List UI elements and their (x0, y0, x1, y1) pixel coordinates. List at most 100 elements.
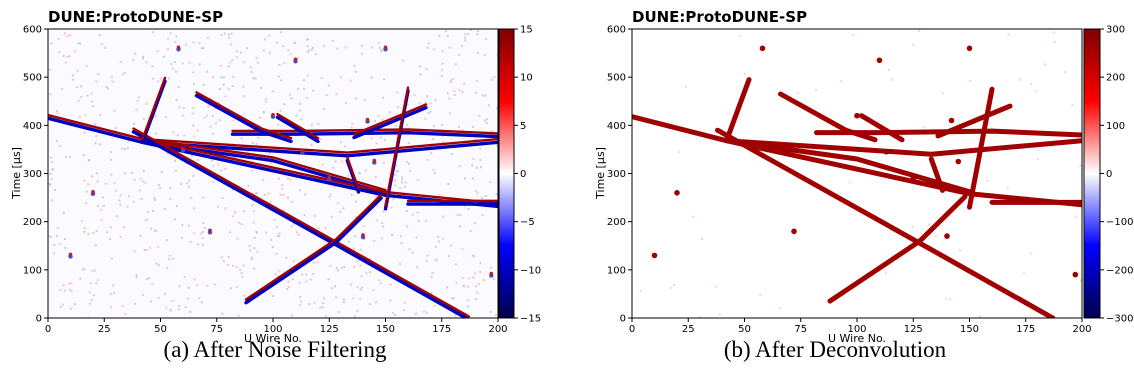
colorbar-tick-label: 15 (520, 25, 533, 36)
x-axis-label: U Wire No. (244, 332, 302, 345)
noise-speck (110, 173, 113, 176)
noise-speck (474, 272, 476, 275)
noise-speck (220, 169, 223, 172)
noise-speck (144, 219, 147, 222)
noise-speck (479, 159, 482, 161)
noise-speck (104, 182, 107, 185)
noise-speck (142, 170, 145, 173)
noise-speck (327, 84, 330, 87)
x-tick-label: 50 (154, 324, 167, 335)
noise-speck (254, 77, 257, 80)
noise-speck (354, 315, 356, 318)
chart-title: DUNE:ProtoDUNE-SP (48, 8, 223, 26)
x-tick-label: 50 (738, 324, 751, 335)
noise-speck (344, 46, 347, 49)
noise-speck (425, 311, 428, 314)
noise-speck (353, 64, 356, 67)
noise-speck (192, 41, 195, 44)
noise-speck (219, 65, 222, 68)
noise-speck (187, 297, 190, 300)
y-tick-label: 300 (23, 169, 42, 180)
noise-speck (274, 273, 277, 276)
noise-speck (295, 231, 298, 234)
blob (764, 146, 770, 153)
noise-speck (471, 164, 474, 167)
noise-speck (173, 218, 176, 221)
noise-speck (382, 162, 385, 164)
noise-speck (175, 99, 178, 101)
noise-speck (382, 210, 385, 213)
noise-speck (323, 108, 325, 111)
noise-speck (137, 96, 140, 99)
noise-speck (934, 235, 937, 238)
noise-speck (59, 305, 62, 308)
noise-speck (291, 200, 294, 203)
noise-speck (250, 256, 253, 259)
noise-speck (66, 35, 69, 37)
noise-speck (383, 78, 386, 81)
noise-speck (479, 147, 482, 150)
noise-speck (327, 278, 330, 281)
noise-speck (448, 46, 451, 49)
noise-speck (291, 314, 294, 317)
noise-speck (382, 96, 385, 99)
noise-speck (271, 246, 274, 249)
noise-speck (459, 225, 462, 228)
noise-speck (714, 285, 717, 288)
noise-speck (83, 230, 86, 233)
noise-speck (86, 94, 89, 97)
noise-speck (429, 110, 432, 113)
noise-speck (437, 236, 440, 239)
noise-speck (448, 112, 451, 115)
noise-speck (475, 138, 478, 141)
noise-speck (347, 175, 350, 177)
noise-speck (88, 291, 91, 294)
noise-speck (401, 178, 404, 181)
track-positive-lobe (132, 127, 470, 318)
noise-speck (58, 51, 61, 53)
noise-speck (475, 298, 478, 300)
noise-speck (466, 299, 469, 302)
noise-speck (340, 266, 343, 269)
noise-speck (427, 42, 430, 45)
noise-speck (362, 225, 365, 228)
noise-speck (181, 223, 184, 226)
noise-speck (305, 280, 308, 283)
noise-speck (133, 178, 136, 181)
noise-speck (312, 89, 315, 92)
noise-speck (185, 43, 188, 46)
blob (176, 45, 181, 50)
noise-speck (1079, 164, 1082, 167)
noise-speck (743, 72, 746, 75)
noise-speck (94, 244, 97, 247)
noise-speck (253, 210, 256, 213)
noise-speck (477, 282, 480, 285)
noise-speck (237, 314, 240, 317)
noise-speck (165, 116, 168, 119)
noise-speck (461, 129, 464, 132)
noise-speck (450, 244, 453, 247)
noise-speck (356, 260, 359, 263)
noise-speck (49, 68, 52, 71)
noise-speck (986, 180, 989, 182)
noise-speck (144, 181, 147, 184)
noise-speck (928, 223, 931, 226)
blob (948, 117, 955, 124)
noise-speck (112, 284, 115, 287)
noise-speck (317, 123, 320, 125)
noise-speck (483, 54, 486, 57)
noise-speck (280, 79, 283, 82)
track-negative-lobe (352, 105, 428, 140)
noise-speck (279, 31, 282, 34)
noise-speck (169, 32, 172, 35)
noise-speck (79, 85, 82, 88)
noise-speck (171, 300, 174, 302)
y-tick-label: 600 (607, 25, 626, 36)
noise-speck (372, 289, 375, 292)
noise-speck (1044, 63, 1047, 66)
noise-speck (427, 158, 429, 161)
noise-speck (336, 47, 338, 50)
noise-speck (267, 192, 270, 195)
noise-speck (90, 282, 92, 285)
track (715, 127, 1056, 318)
